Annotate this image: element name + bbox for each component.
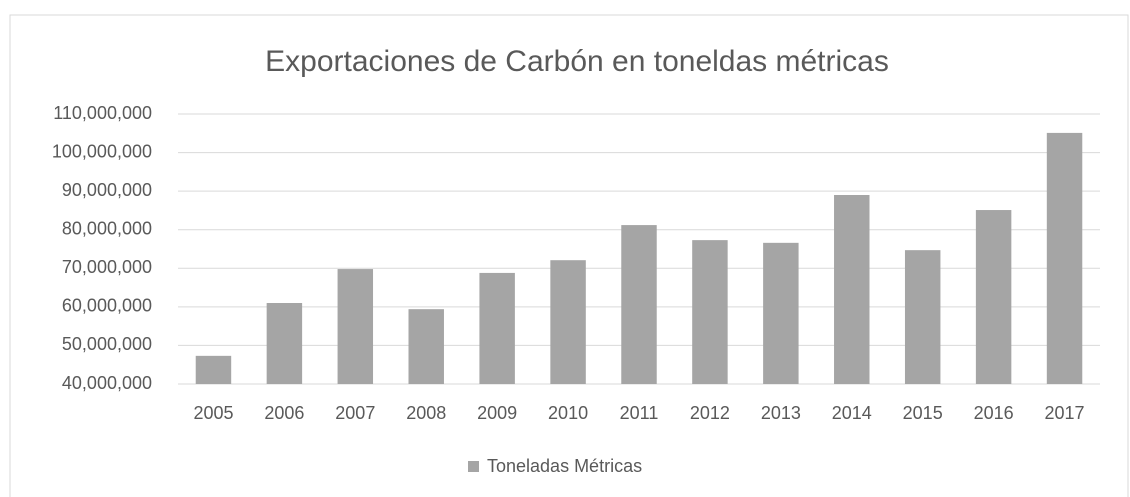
bar	[550, 260, 586, 384]
bar	[975, 210, 1012, 384]
bar	[408, 309, 444, 384]
legend-swatch	[468, 461, 479, 472]
y-tick-label: 110,000,000	[53, 103, 152, 123]
x-tick-label: 2010	[548, 403, 588, 423]
y-tick-label: 60,000,000	[62, 296, 152, 316]
legend-label: Toneladas Métricas	[487, 456, 642, 476]
y-tick-label: 100,000,000	[52, 141, 152, 161]
x-tick-label: 2008	[406, 403, 446, 423]
y-tick-label: 80,000,000	[62, 218, 152, 238]
bar	[337, 269, 374, 384]
y-tick-label: 50,000,000	[62, 334, 152, 354]
x-tick-label: 2014	[832, 403, 872, 423]
bar	[763, 242, 799, 384]
x-tick-label: 2015	[903, 403, 943, 423]
x-tick-label: 2011	[620, 403, 659, 423]
y-tick-label: 70,000,000	[62, 257, 152, 277]
bar	[692, 240, 728, 384]
x-tick-label: 2017	[1045, 403, 1085, 423]
bar	[904, 250, 941, 384]
y-tick-label: 90,000,000	[62, 180, 152, 200]
x-tick-label: 2009	[477, 403, 517, 423]
x-tick-label: 2016	[974, 403, 1014, 423]
bar	[195, 355, 232, 384]
chart-title: Exportaciones de Carbón en toneldas métr…	[265, 45, 889, 78]
x-tick-label: 2005	[193, 403, 233, 423]
x-tick-label: 2007	[335, 403, 375, 423]
x-tick-label: 2012	[690, 403, 730, 423]
chart-border	[9, 14, 1129, 497]
bar	[834, 195, 870, 384]
bar	[1046, 132, 1083, 384]
x-tick-label: 2006	[264, 403, 304, 423]
bar	[479, 272, 515, 384]
y-tick-label: 40,000,000	[62, 373, 152, 393]
bar	[621, 225, 657, 384]
x-tick-label: 2013	[761, 403, 801, 423]
bar	[266, 303, 303, 384]
